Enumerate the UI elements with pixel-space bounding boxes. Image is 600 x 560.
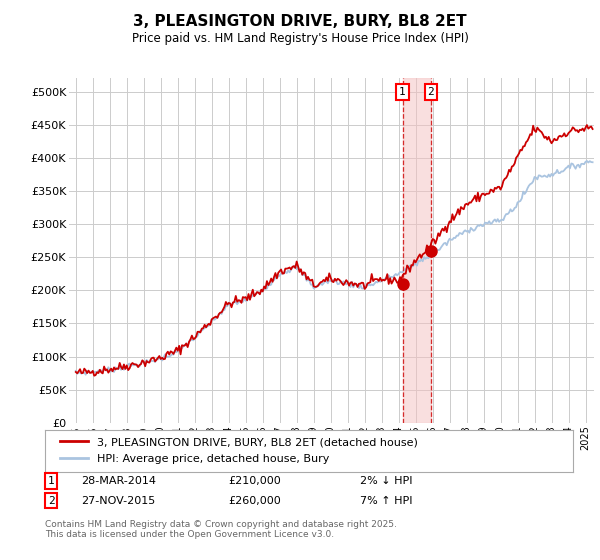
Text: 2: 2 bbox=[428, 87, 434, 97]
Legend: 3, PLEASINGTON DRIVE, BURY, BL8 2ET (detached house), HPI: Average price, detach: 3, PLEASINGTON DRIVE, BURY, BL8 2ET (det… bbox=[56, 433, 422, 468]
Text: £210,000: £210,000 bbox=[228, 476, 281, 486]
Text: Contains HM Land Registry data © Crown copyright and database right 2025.
This d: Contains HM Land Registry data © Crown c… bbox=[45, 520, 397, 539]
Text: Price paid vs. HM Land Registry's House Price Index (HPI): Price paid vs. HM Land Registry's House … bbox=[131, 32, 469, 45]
Text: 27-NOV-2015: 27-NOV-2015 bbox=[81, 496, 155, 506]
Text: 1: 1 bbox=[399, 87, 406, 97]
Text: 2: 2 bbox=[47, 496, 55, 506]
Bar bbox=[403, 78, 431, 423]
Text: 3, PLEASINGTON DRIVE, BURY, BL8 2ET: 3, PLEASINGTON DRIVE, BURY, BL8 2ET bbox=[133, 14, 467, 29]
Text: 28-MAR-2014: 28-MAR-2014 bbox=[81, 476, 156, 486]
Text: 7% ↑ HPI: 7% ↑ HPI bbox=[360, 496, 413, 506]
Text: 1: 1 bbox=[47, 476, 55, 486]
Text: 2% ↓ HPI: 2% ↓ HPI bbox=[360, 476, 413, 486]
Text: £260,000: £260,000 bbox=[228, 496, 281, 506]
